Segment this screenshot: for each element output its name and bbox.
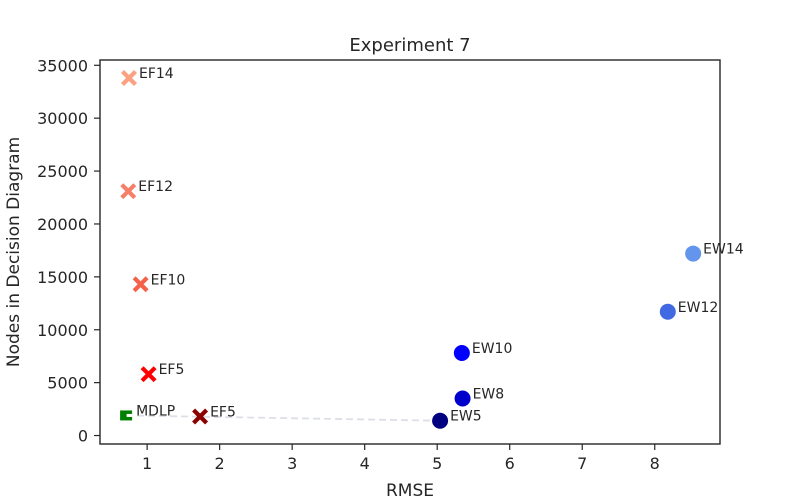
x-tick-label: 1 bbox=[142, 454, 152, 473]
point-ef5-label: EF5 bbox=[159, 362, 185, 378]
point-mdlp-label: MDLP bbox=[136, 403, 175, 419]
y-tick-label: 20000 bbox=[37, 215, 88, 234]
point-ew12-label: EW12 bbox=[678, 300, 719, 316]
y-tick-label: 0 bbox=[78, 427, 88, 446]
y-axis: 0 5000 10000 15000 20000 25000 30000 35000 bbox=[37, 56, 100, 446]
point-ew5-marker bbox=[432, 412, 449, 429]
point-ef5-marker bbox=[192, 408, 209, 425]
y-tick-label: 15000 bbox=[37, 268, 88, 287]
connector-line bbox=[126, 414, 441, 422]
point-ew12-marker bbox=[659, 303, 676, 320]
point-ef5-marker bbox=[140, 366, 157, 383]
y-tick-label: 5000 bbox=[47, 374, 88, 393]
point-ef12-label: EF12 bbox=[138, 179, 173, 195]
point-ew14-label: EW14 bbox=[703, 242, 744, 258]
x-tick-label: 4 bbox=[360, 454, 370, 473]
y-tick-label: 25000 bbox=[37, 162, 88, 181]
point-ef10-label: EF10 bbox=[151, 272, 186, 288]
chart-title: Experiment 7 bbox=[349, 35, 470, 56]
point-ef12-marker bbox=[120, 183, 137, 200]
y-tick-label: 30000 bbox=[37, 109, 88, 128]
point-ef5-label: EF5 bbox=[210, 404, 236, 420]
point-ew5-label: EW5 bbox=[450, 409, 482, 425]
point-ew8-label: EW8 bbox=[473, 387, 505, 403]
x-axis-label: RMSE bbox=[386, 481, 434, 500]
y-tick-label: 10000 bbox=[37, 321, 88, 340]
y-tick-label: 35000 bbox=[37, 56, 88, 75]
x-axis: 1 2 3 4 5 6 7 8 bbox=[142, 444, 660, 473]
x-tick-label: 3 bbox=[287, 454, 297, 473]
point-ef10-marker bbox=[132, 276, 149, 293]
point-ew10-marker bbox=[453, 345, 470, 362]
plot-frame bbox=[99, 59, 721, 445]
point-ef14-marker bbox=[121, 69, 137, 86]
x-tick-label: 8 bbox=[650, 454, 660, 473]
plot-area: EF14 EF12 EF10 EF5 EF5 MDLP EW14 EW12 EW10 EW8 EW5 bbox=[120, 66, 744, 429]
point-ew14-marker bbox=[685, 245, 702, 262]
point-ef14-label: EF14 bbox=[139, 66, 174, 82]
point-ew8-marker bbox=[454, 390, 471, 407]
y-axis-label: Nodes in Decision Diagram bbox=[4, 137, 24, 367]
x-tick-label: 7 bbox=[577, 454, 587, 473]
point-ew10-label: EW10 bbox=[472, 341, 513, 357]
x-tick-label: 2 bbox=[215, 454, 225, 473]
x-tick-label: 6 bbox=[505, 454, 515, 473]
x-tick-label: 5 bbox=[432, 454, 442, 473]
point-mdlp-marker bbox=[120, 410, 133, 421]
